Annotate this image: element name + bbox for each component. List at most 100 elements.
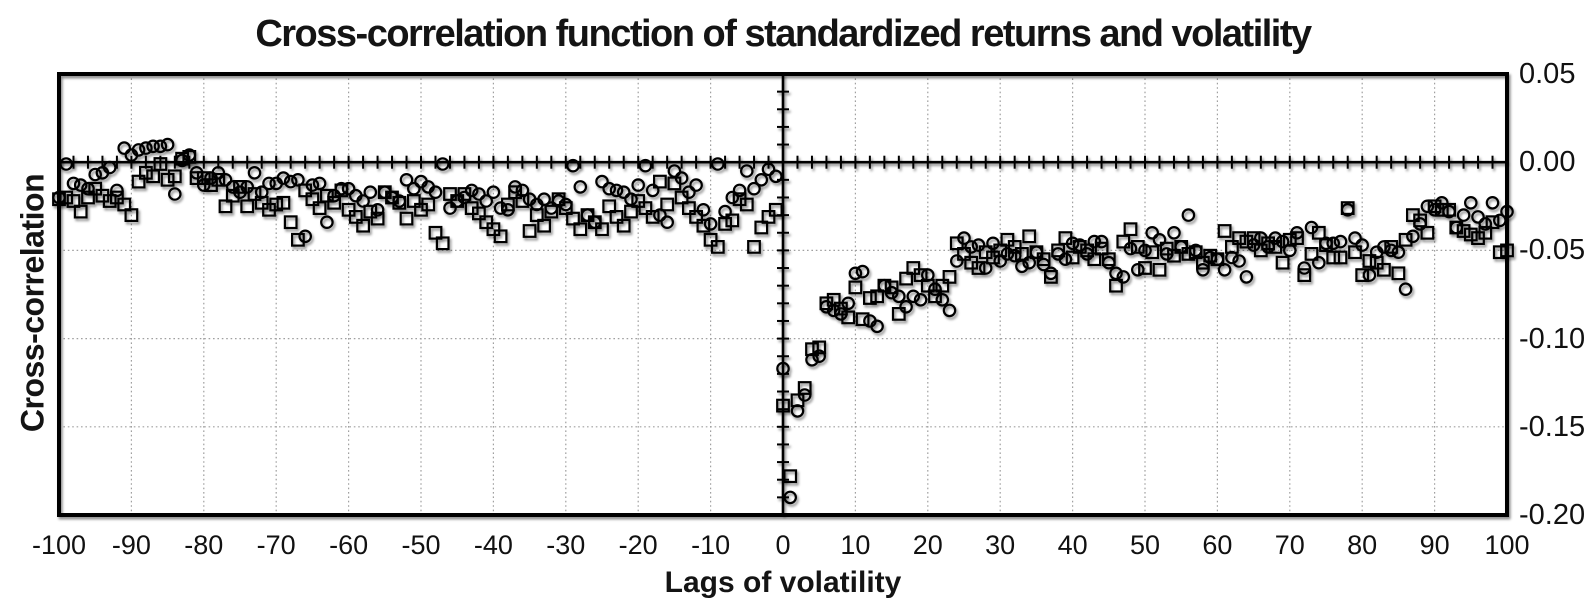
scatter-point-squares bbox=[493, 229, 508, 244]
x-tick-label: -30 bbox=[546, 530, 586, 560]
scatter-point-circles bbox=[1362, 268, 1377, 282]
scatter-point-circles bbox=[1094, 234, 1109, 249]
x-tick-label: 70 bbox=[1274, 530, 1305, 560]
scatter-point-circles bbox=[211, 166, 226, 180]
scatter-point-circles bbox=[464, 183, 479, 198]
scatter-point-squares bbox=[312, 201, 327, 216]
scatter-point-squares bbox=[435, 236, 450, 251]
scatter-point-squares bbox=[211, 172, 226, 187]
x-tick-label: 20 bbox=[912, 530, 943, 560]
scatter-point-circles bbox=[363, 185, 378, 199]
scatter-point-circles bbox=[928, 282, 942, 296]
scatter-point-squares bbox=[1058, 231, 1073, 246]
scatter-point-squares bbox=[595, 222, 609, 237]
plot-border bbox=[57, 72, 1509, 517]
scatter-point-squares bbox=[1261, 236, 1276, 251]
scatter-point-squares bbox=[146, 169, 161, 184]
scatter-point-squares bbox=[855, 312, 870, 327]
scatter-point-squares bbox=[501, 197, 515, 212]
scatter-point-circles bbox=[1449, 220, 1464, 235]
scatter-point-squares bbox=[805, 342, 819, 357]
scatter-point-squares bbox=[667, 176, 682, 191]
x-axis-title: Lags of volatility bbox=[664, 566, 902, 599]
scatter-point-squares bbox=[913, 268, 928, 282]
y-tick-label: -0.05 bbox=[1519, 234, 1586, 267]
scatter-point-squares bbox=[1333, 250, 1348, 265]
scatter-point-squares bbox=[1203, 248, 1218, 263]
x-tick-label: 0 bbox=[775, 530, 791, 560]
scatter-point-circles bbox=[689, 178, 703, 192]
scatter-point-circles bbox=[1312, 255, 1326, 270]
scatter-point-circles bbox=[899, 299, 913, 314]
scatter-point-squares bbox=[399, 211, 414, 226]
scatter-point-circles bbox=[776, 361, 790, 376]
scatter-point-circles bbox=[1485, 196, 1500, 210]
scatter-point-squares bbox=[609, 210, 624, 224]
scatter-point-squares bbox=[1181, 247, 1196, 261]
scatter-point-circles bbox=[320, 215, 334, 229]
scatter-point-circles bbox=[1239, 270, 1254, 284]
scatter-point-squares bbox=[175, 151, 190, 166]
x-tick-label: 90 bbox=[1419, 530, 1450, 560]
scatter-point-circles bbox=[1145, 226, 1159, 240]
scatter-point-circles bbox=[291, 173, 305, 187]
scatter-point-squares bbox=[1080, 243, 1095, 258]
scatter-point-circles bbox=[580, 208, 595, 222]
scatter-point-circles bbox=[696, 203, 711, 217]
scatter-point-circles bbox=[102, 160, 117, 175]
scatter-point-squares bbox=[826, 292, 841, 307]
scatter-point-circles bbox=[110, 183, 124, 198]
x-tick-label: -10 bbox=[691, 530, 731, 560]
scatter-point-squares bbox=[703, 232, 718, 247]
scatter-point-squares bbox=[652, 174, 667, 189]
scatter-point-circles bbox=[73, 178, 88, 192]
scatter-point-squares bbox=[660, 197, 675, 212]
scatter-point-circles bbox=[986, 236, 1000, 251]
scatter-point-circles bbox=[1000, 247, 1015, 261]
scatter-point-circles bbox=[88, 167, 102, 182]
scatter-point-squares bbox=[334, 183, 349, 198]
scatter-point-squares bbox=[1478, 225, 1493, 240]
scatter-point-squares bbox=[131, 174, 146, 189]
scatter-point-circles bbox=[1087, 234, 1102, 249]
scatter-point-circles bbox=[971, 238, 986, 252]
x-tick-label: -80 bbox=[184, 530, 224, 560]
x-tick-label: -50 bbox=[401, 530, 441, 560]
scatter-point-squares bbox=[884, 280, 899, 295]
scatter-point-squares bbox=[196, 171, 211, 186]
scatter-point-circles bbox=[1464, 196, 1478, 210]
scatter-point-squares bbox=[1297, 268, 1312, 282]
scatter-point-circles bbox=[631, 178, 645, 192]
scatter-point-squares bbox=[1022, 229, 1037, 244]
scatter-point-squares bbox=[1232, 231, 1247, 246]
scatter-point-circles bbox=[1131, 262, 1145, 277]
scatter-point-squares bbox=[870, 289, 884, 304]
scatter-point-squares bbox=[1246, 231, 1261, 246]
scatter-point-squares bbox=[616, 218, 631, 233]
scatter-point-circles bbox=[1406, 229, 1420, 244]
scatter-point-squares bbox=[1174, 240, 1189, 254]
scatter-point-circles bbox=[1167, 226, 1181, 240]
scatter-point-squares bbox=[486, 222, 501, 237]
scatter-point-squares bbox=[1442, 202, 1457, 217]
scatter-point-squares bbox=[1311, 225, 1326, 240]
x-tick-label: -60 bbox=[329, 530, 369, 560]
scatter-point-circles bbox=[262, 176, 276, 191]
scatter-point-squares bbox=[1167, 248, 1181, 263]
scatter-point-squares bbox=[1449, 220, 1464, 235]
scatter-point-squares bbox=[73, 204, 88, 219]
scatter-point-circles bbox=[1478, 217, 1493, 231]
scatter-point-circles bbox=[595, 174, 609, 189]
scatter-point-circles bbox=[1029, 245, 1044, 259]
scatter-point-squares bbox=[1304, 247, 1319, 261]
scatter-point-squares bbox=[776, 398, 790, 413]
scatter-point-circles bbox=[479, 194, 493, 208]
scatter-point-circles bbox=[370, 203, 385, 217]
scatter-point-squares bbox=[754, 220, 769, 235]
scatter-point-circles bbox=[978, 261, 993, 275]
scatter-point-circles bbox=[218, 173, 233, 187]
scatter-point-squares bbox=[537, 218, 551, 233]
scatter-point-squares bbox=[957, 247, 971, 261]
